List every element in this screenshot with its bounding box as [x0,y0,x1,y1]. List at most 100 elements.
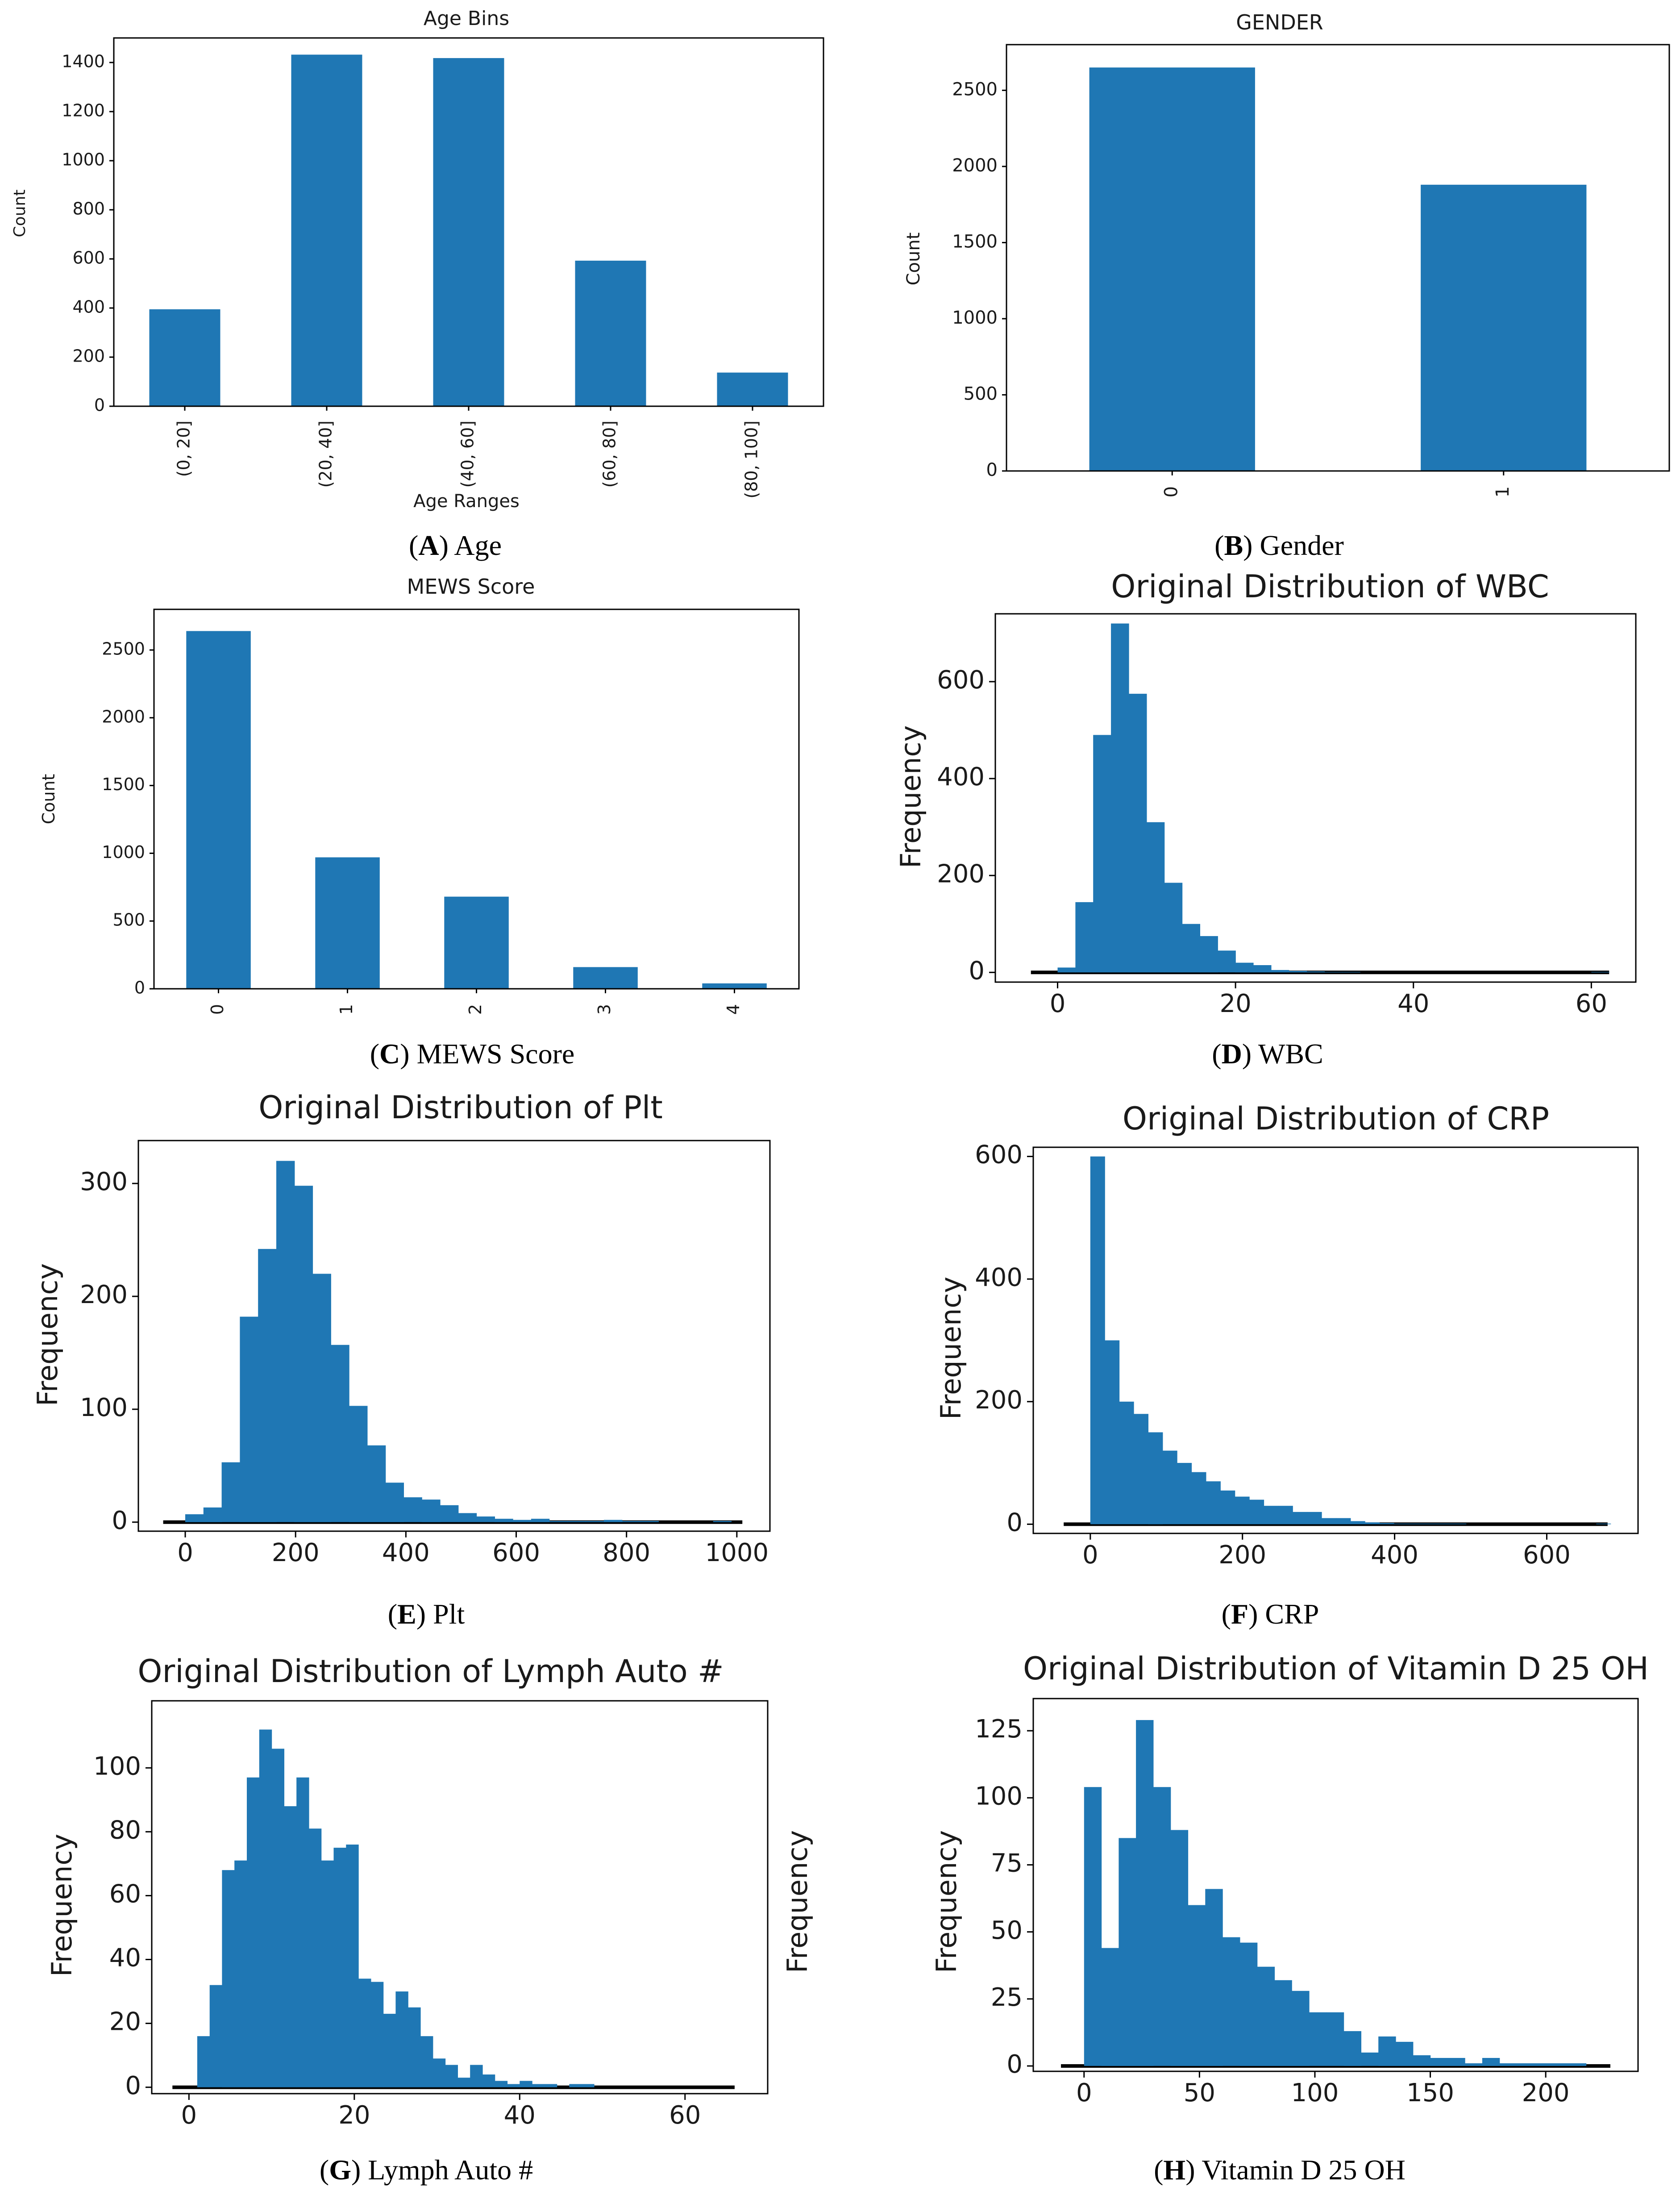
y-tick-label: 1000 [952,308,998,328]
x-tick-label: 1 [337,1004,356,1015]
hist-bar [1257,1966,1275,2066]
hist-bar [1274,1980,1292,2066]
x-tick-label: (80, 100] [742,421,761,499]
caption-open: ( [1154,2154,1163,2186]
caption-text: Age [449,529,502,561]
panel-a-plot: (0, 20] (20, 40] (40, 60] (60, 80] (80, 100]… [62,37,824,499]
caption-close: ) [1242,1038,1252,1070]
y-tick-label: 400 [937,762,985,791]
hist-bar [197,2036,210,2087]
x-tick-label: 200 [272,1538,320,1567]
caption-close: ) [1185,2154,1195,2186]
caption-open: ( [409,529,418,561]
plot-frame [153,608,800,990]
x-tick-label: 20 [338,2101,370,2130]
hist-bar [333,1848,346,2087]
hist-bar [1249,1499,1264,1524]
y-tick-label: 0 [1006,1508,1023,1537]
hist-bar [1447,2058,1465,2066]
hist-bar [582,2084,595,2087]
hist-bar [1170,1830,1189,2066]
hist-bar [476,1516,495,1522]
hist-bar [507,2084,520,2087]
hist-bar [1153,1787,1171,2066]
bar-0-20 [149,309,220,407]
hist-bar [1430,2058,1448,2066]
caption-open: ( [1214,529,1224,561]
panel-c-title: MEWS Score [407,575,535,599]
hist-bar [308,1828,322,2087]
x-tick-label: 100 [1291,2078,1339,2107]
plot-frame [1032,1698,1639,2072]
hist-bar [1235,962,1254,973]
panel-g-plot: 0 20 40 60 0 20 40 60 80 100 [93,1700,769,2130]
caption-letter: B [1224,529,1243,561]
panel-a-xlabel: Age Ranges [413,491,520,512]
x-tick-label: 600 [492,1538,540,1567]
caption-letter: D [1222,1038,1242,1070]
hist-bar [1075,902,1094,973]
panel-g-caption: (G) Lymph Auto # [320,2154,533,2186]
hist-bar [422,1499,441,1522]
caption-open: ( [1222,1598,1231,1630]
plot-frame [1006,44,1670,472]
x-tick-label: 0 [1050,989,1066,1018]
hist-bar [1379,1523,1394,1524]
panel-g: 0 20 40 60 0 20 40 60 80 100 Original Distributio… [46,1653,769,2186]
caption-text: WBC [1252,1038,1323,1070]
panel-f-plot: 0 200 400 600 0 200 400 600 [975,1141,1639,1570]
x-tick-label: 0 [177,1538,193,1567]
hist-bar [1413,2055,1431,2066]
hist-bar [1220,1490,1235,1524]
y-tick-label: 0 [986,460,998,480]
hist-bar [1551,2063,1569,2066]
y-tick-label: 1200 [62,101,105,121]
hist-bar [1148,1432,1163,1524]
caption-close: ) [1243,529,1252,561]
hist-bar [1517,2063,1534,2066]
caption-text: CRP [1258,1598,1319,1630]
bar-1 [1421,184,1587,471]
caption-text: Lymph Auto # [361,2154,533,2186]
y-tick-label: 600 [937,666,985,695]
hist-bar [1129,694,1147,973]
hist-bar [495,2081,508,2087]
hist-bar [1289,971,1307,973]
hist-bar [495,1519,513,1522]
panel-d-title: Original Distribution of WBC [1111,568,1549,605]
y-tick-label: 200 [975,1386,1023,1415]
bar-80-100 [717,372,788,406]
y-tick-label: 60 [109,1880,141,1909]
y-tick-label: 0 [134,978,145,998]
x-tick-label: (60, 80] [600,421,620,488]
hist-bar [544,2084,557,2087]
panel-c: 0 1 2 3 4 0 500 1000 1500 2000 2500 MEWS Score Cou… [39,575,800,1070]
x-tick-label: 1 [1493,486,1513,497]
hist-bar [1264,1506,1279,1524]
y-tick-label: 25 [991,1983,1023,2012]
y-tick-label: 300 [80,1167,128,1196]
y-tick-label: 20 [109,2007,141,2037]
x-tick-label: 800 [603,1538,650,1567]
hist-bar [234,1860,247,2087]
hist-bar [1146,822,1165,973]
hist-bar [457,2078,470,2087]
panel-a-caption: (A) Age [409,529,502,561]
caption-open: ( [320,2154,329,2186]
plot-frame [137,1140,771,1532]
hist-bar [1205,1889,1223,2066]
hist-bar [1218,950,1236,973]
hist-bar [1206,1481,1221,1524]
hist-bar [240,1316,258,1522]
y-tick-label: 100 [93,1752,141,1781]
bar-40-60 [433,58,504,407]
hist-bar [432,2058,446,2087]
panel-c-caption: (C) MEWS Score [370,1038,575,1070]
caption-letter: H [1163,2154,1185,2186]
hist-bar [622,1521,641,1522]
caption-letter: A [418,529,439,561]
bar-4 [702,983,767,989]
panel-h-stray-ylabel: Frequency [781,1830,814,1973]
